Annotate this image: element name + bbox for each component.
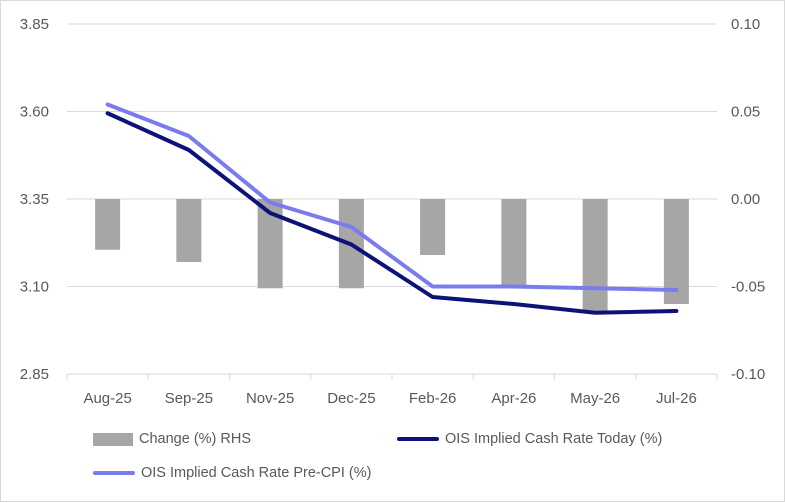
grid-lines [67, 23, 717, 287]
bar-change-Feb-26 [420, 199, 446, 255]
left-tick-label: 3.85 [20, 16, 49, 33]
right-axis-ticks: -0.10 -0.05 0.00 0.05 0.10 [731, 16, 765, 383]
category-tick-label: Sep-25 [165, 390, 213, 407]
legend-label-ois-today: OIS Implied Cash Rate Today (%) [445, 431, 663, 447]
category-tick-label: Feb-26 [409, 390, 457, 407]
right-tick-label: 0.05 [731, 104, 760, 121]
legend-label-ois-pre-cpi: OIS Implied Cash Rate Pre-CPI (%) [141, 465, 372, 481]
category-tick-label: Jul-26 [656, 390, 697, 407]
x-axis [66, 373, 718, 380]
bar-change-Apr-26 [501, 199, 527, 287]
legend-item-ois-pre-cpi: OIS Implied Cash Rate Pre-CPI (%) [93, 465, 371, 481]
bar-change-Aug-25 [95, 199, 121, 250]
legend-label-change: Change (%) RHS [139, 431, 252, 447]
left-tick-label: 3.60 [20, 104, 49, 121]
legend-swatch-ois-today [397, 437, 439, 441]
bar-change-Jul-26 [663, 199, 689, 304]
line-ois-implied-cash-rate-today- [105, 111, 679, 315]
category-ticks: Aug-25 Sep-25 Nov-25 Dec-25 Feb-26 Apr-26 May-… [83, 390, 696, 407]
right-tick-label: 0.10 [731, 16, 760, 33]
category-tick-label: Apr-26 [491, 390, 536, 407]
category-tick-label: Dec-25 [327, 390, 375, 407]
legend-item-ois-today: OIS Implied Cash Rate Today (%) [397, 431, 662, 447]
line-ois-implied-cash-rate-pre-cpi- [105, 102, 679, 292]
legend-item-change: Change (%) RHS [93, 431, 251, 447]
line-series [105, 102, 679, 315]
legend-swatch-ois-pre-cpi [93, 471, 135, 475]
bar-change-Sep-25 [176, 199, 202, 262]
left-tick-label: 3.10 [20, 279, 49, 296]
category-tick-label: Aug-25 [83, 390, 131, 407]
category-tick-label: Nov-25 [246, 390, 294, 407]
category-tick-label: May-26 [570, 390, 620, 407]
right-tick-label: 0.00 [731, 191, 760, 208]
left-axis-ticks: 2.85 3.10 3.35 3.60 3.85 [20, 16, 49, 383]
bar-change-May-26 [582, 199, 608, 311]
left-tick-label: 2.85 [20, 366, 49, 383]
right-tick-label: -0.10 [731, 366, 765, 383]
right-tick-label: -0.05 [731, 279, 765, 296]
left-tick-label: 3.35 [20, 191, 49, 208]
legend-swatch-change [93, 432, 133, 446]
